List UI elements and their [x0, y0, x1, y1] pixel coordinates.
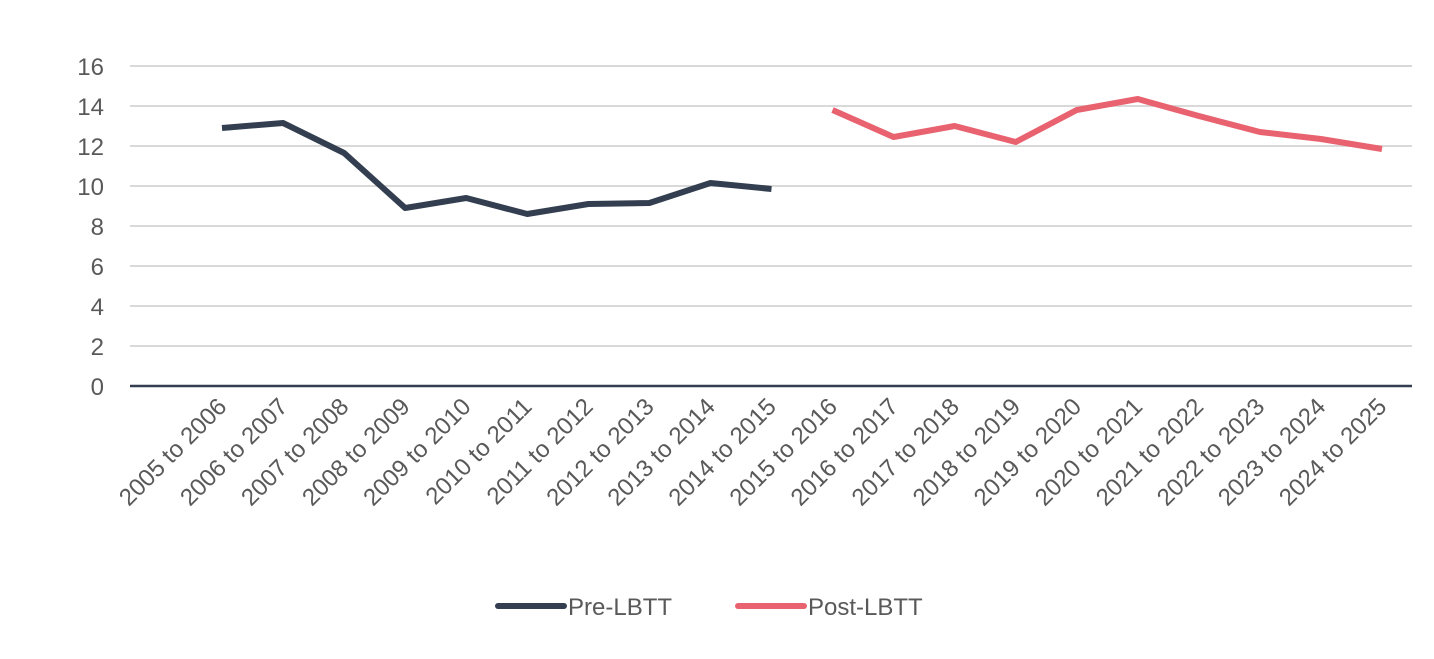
y-tick-label: 12 [77, 134, 104, 161]
y-tick-label: 0 [91, 374, 104, 401]
y-tick-label: 14 [77, 94, 104, 121]
line-series [831, 96, 1383, 152]
y-tick-label: 10 [77, 174, 104, 201]
y-tick-label: 2 [91, 334, 104, 361]
y-tick-label: 16 [77, 54, 104, 81]
y-tick-label: 4 [91, 294, 104, 321]
x-tick-label: 2024 to 2025 [1274, 393, 1392, 511]
legend-label: Post-LBTT [808, 594, 923, 621]
line-series [221, 120, 772, 217]
legend-label: Pre-LBTT [568, 594, 672, 621]
y-tick-label: 8 [91, 214, 104, 241]
y-tick-label: 6 [91, 254, 104, 281]
